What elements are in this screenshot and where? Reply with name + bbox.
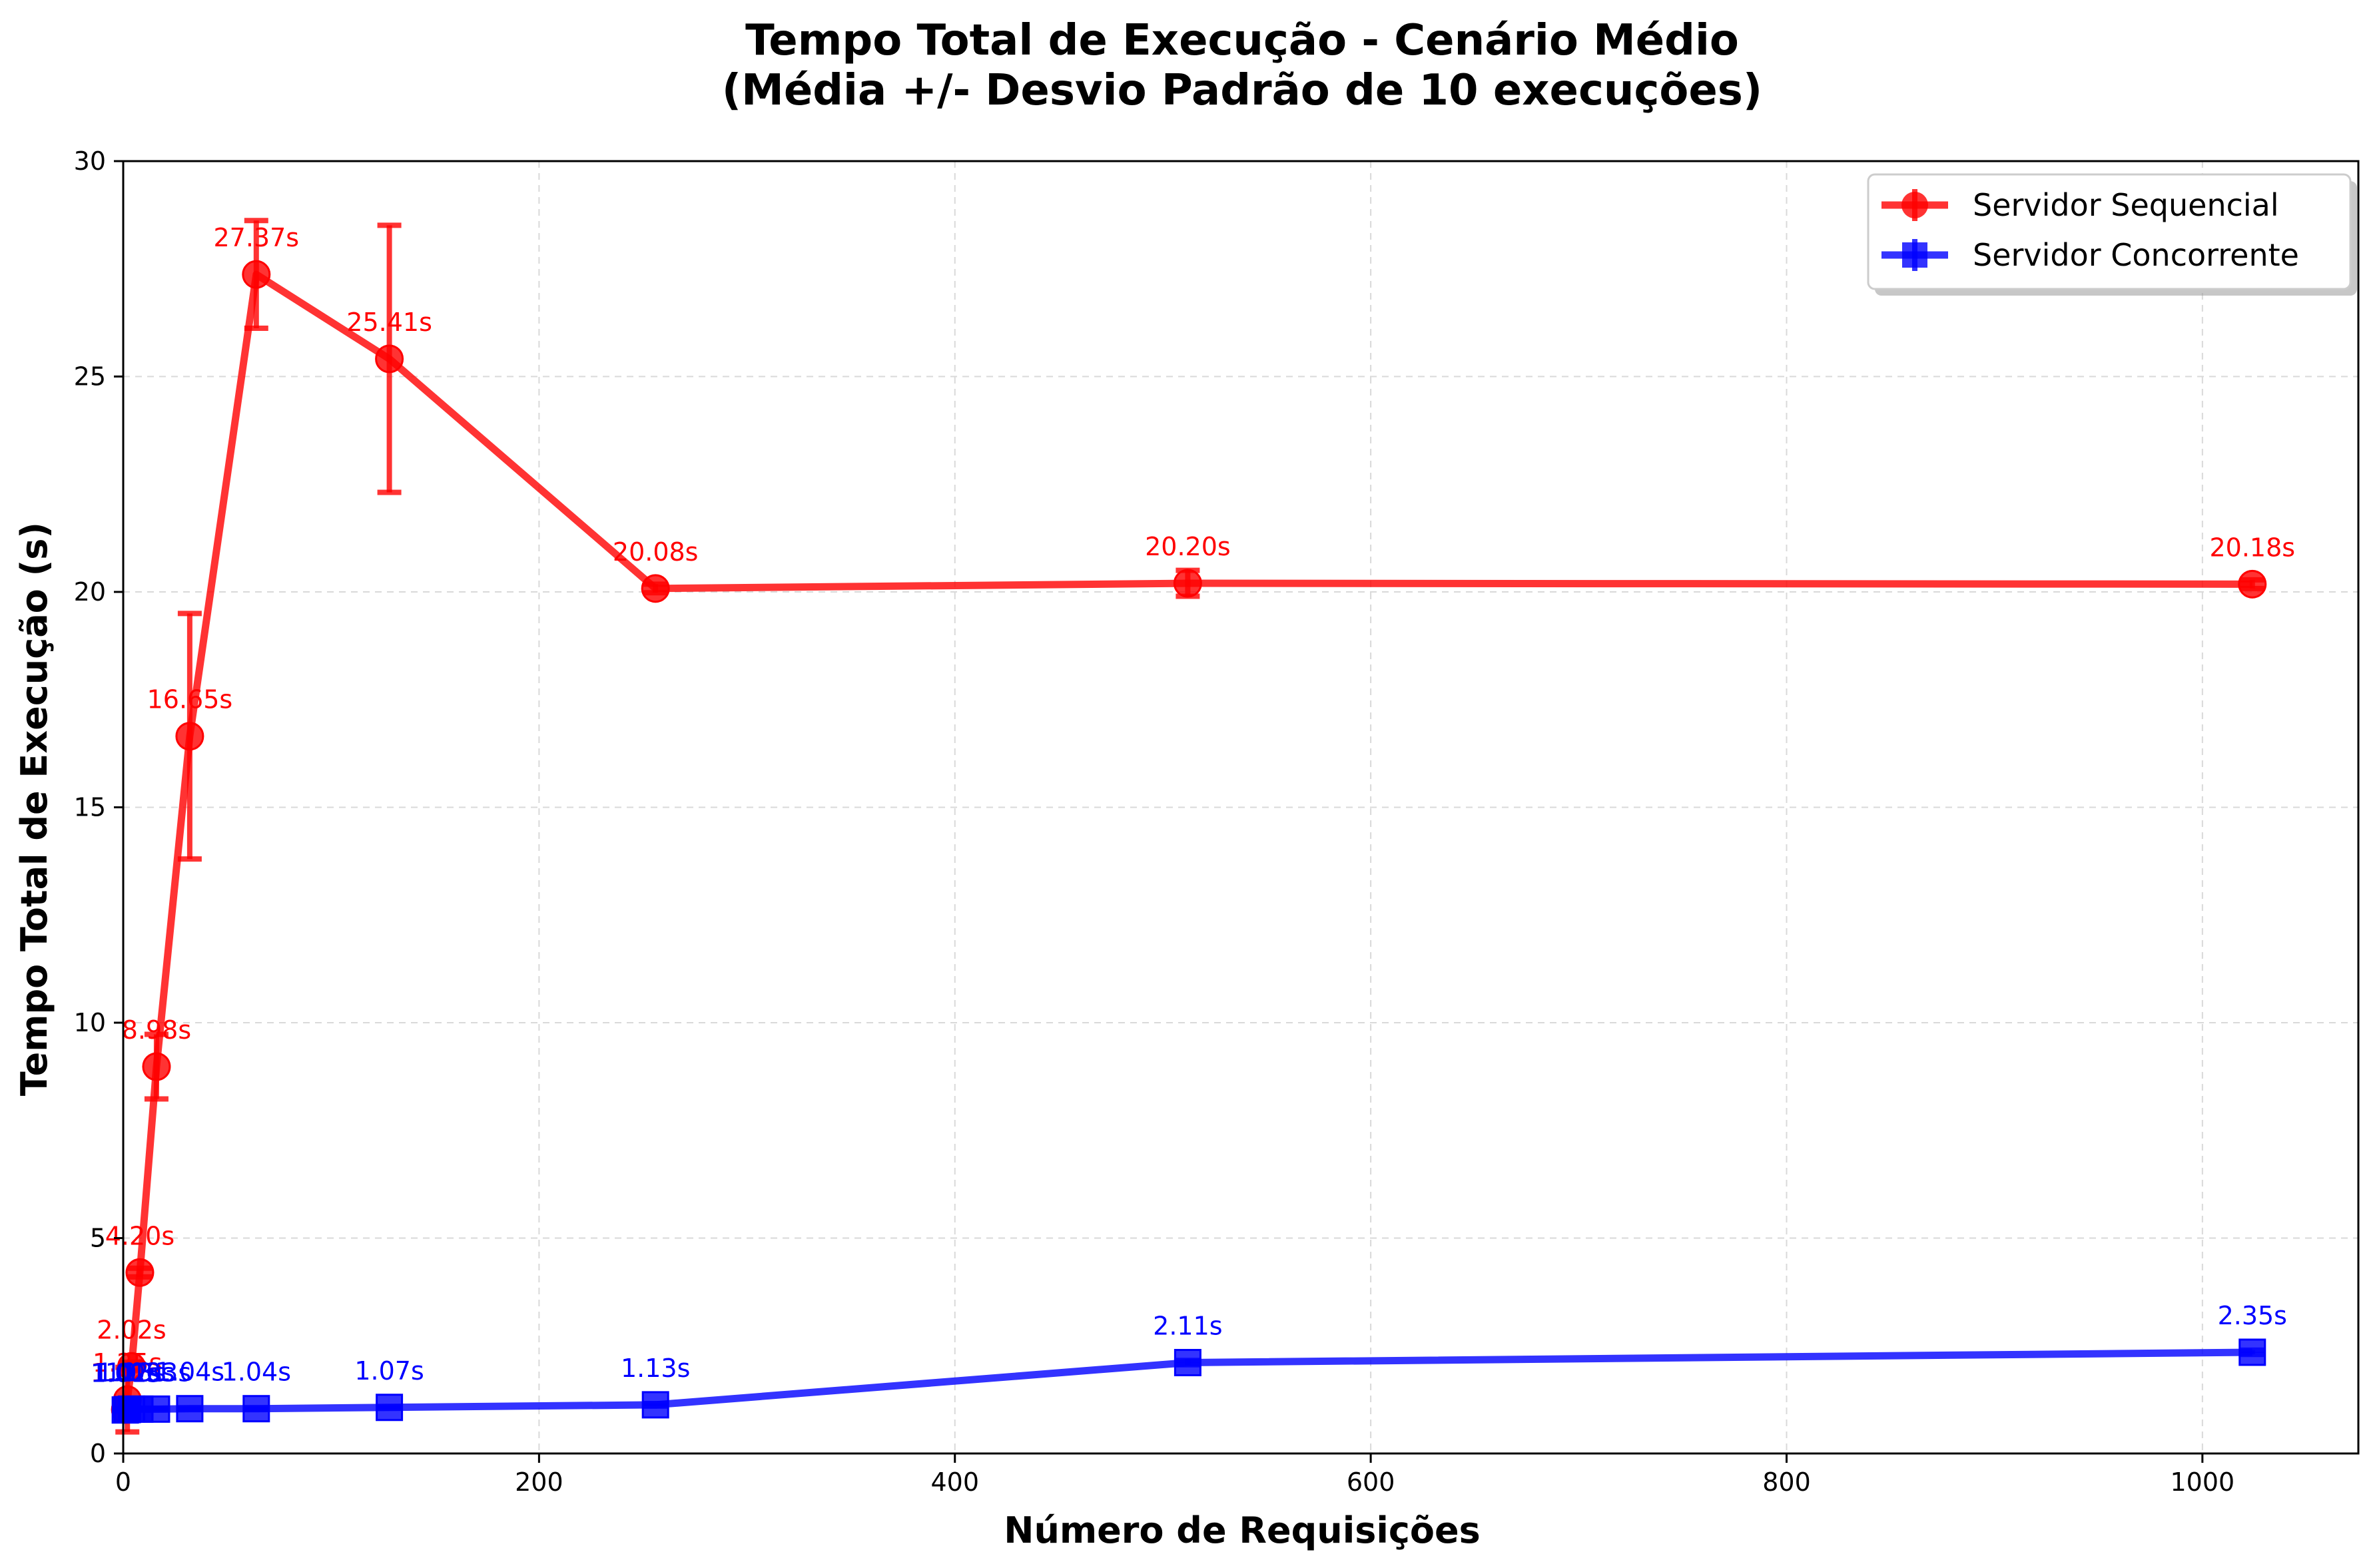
data-label: 1.01s <box>91 1359 160 1388</box>
data-label: 25.41s <box>346 308 432 337</box>
x-axis-label: Número de Requisições <box>1004 1509 1480 1551</box>
data-label: 2.35s <box>2218 1301 2287 1330</box>
data-point <box>376 1394 404 1422</box>
legend-item: Servidor Sequencial <box>1881 187 2279 223</box>
series-layer <box>111 218 2267 1435</box>
data-label: 1.03s <box>122 1358 191 1387</box>
chart-subtitle: (Média +/- Desvio Padrão de 10 execuções… <box>722 66 1762 115</box>
data-label: 20.08s <box>613 537 699 567</box>
data-label: 20.20s <box>1145 532 1231 561</box>
legend-item: Servidor Concorrente <box>1881 237 2299 273</box>
x-tick-label: 1000 <box>2171 1467 2235 1497</box>
data-label: 1.13s <box>621 1354 690 1383</box>
data-point <box>175 722 204 751</box>
data-label: 27.37s <box>214 223 300 252</box>
y-tick-label: 0 <box>90 1439 106 1468</box>
data-point <box>2238 1338 2266 1366</box>
x-tick-label: 600 <box>1347 1467 1395 1497</box>
legend-swatch-marker <box>1902 242 1927 268</box>
data-point <box>2238 569 2267 599</box>
data-label: 8.98s <box>122 1015 191 1045</box>
data-label: 1.03s <box>105 1358 174 1387</box>
y-tick-label: 30 <box>74 146 106 176</box>
data-label: 2.11s <box>1153 1311 1222 1340</box>
x-tick-label: 400 <box>930 1467 979 1497</box>
y-tick-label: 25 <box>74 362 106 392</box>
data-point <box>1173 569 1202 598</box>
legend-swatch-marker <box>1901 192 1928 218</box>
axes: 0 200 400 600 800 1000 0 5 10 15 20 25 30 <box>74 146 2360 1497</box>
data-point <box>176 1395 204 1423</box>
legend-box <box>1867 173 2352 290</box>
data-label: 1.04s <box>155 1358 224 1387</box>
chart-title: Tempo Total de Execução - Cenário Médio <box>745 16 1739 65</box>
y-tick-label: 5 <box>90 1224 106 1253</box>
data-label: 20.18s <box>2209 533 2295 562</box>
data-point <box>1174 1348 1201 1376</box>
legend-label: Servidor Concorrente <box>1973 237 2299 273</box>
legend: Servidor Sequencial Servidor Concorrente <box>1867 173 2357 296</box>
data-label: 1.25s <box>93 1348 162 1378</box>
data-label: 1.04s <box>222 1358 291 1387</box>
data-point <box>143 1395 170 1423</box>
y-tick-label: 20 <box>74 577 106 607</box>
x-tick-label: 800 <box>1762 1467 1811 1497</box>
y-tick-label: 10 <box>74 1008 106 1037</box>
y-tick-label: 15 <box>74 793 106 822</box>
data-label: 1.03s <box>97 1358 166 1387</box>
legend-label: Servidor Sequencial <box>1973 187 2279 223</box>
plot-frame <box>122 160 2360 1455</box>
data-point <box>641 1391 669 1419</box>
data-label: 16.65s <box>147 685 233 714</box>
data-point <box>125 1258 155 1287</box>
x-tick-label: 0 <box>115 1467 131 1497</box>
data-label: 1.07s <box>354 1356 424 1386</box>
data-label: 2.02s <box>97 1315 166 1344</box>
series-1 <box>111 1338 2266 1424</box>
data-label: 1.02s <box>93 1358 162 1388</box>
data-point <box>242 1395 270 1423</box>
data-point <box>242 260 271 289</box>
data-point <box>142 1052 171 1081</box>
x-tick-label: 200 <box>515 1467 563 1497</box>
data-label: 4.20s <box>105 1221 174 1250</box>
data-point <box>375 344 404 374</box>
data-label: 1.02s <box>91 1358 160 1388</box>
data-point <box>641 574 670 603</box>
data-point <box>117 1352 146 1381</box>
y-axis-label: Tempo Total de Execução (s) <box>13 522 55 1096</box>
